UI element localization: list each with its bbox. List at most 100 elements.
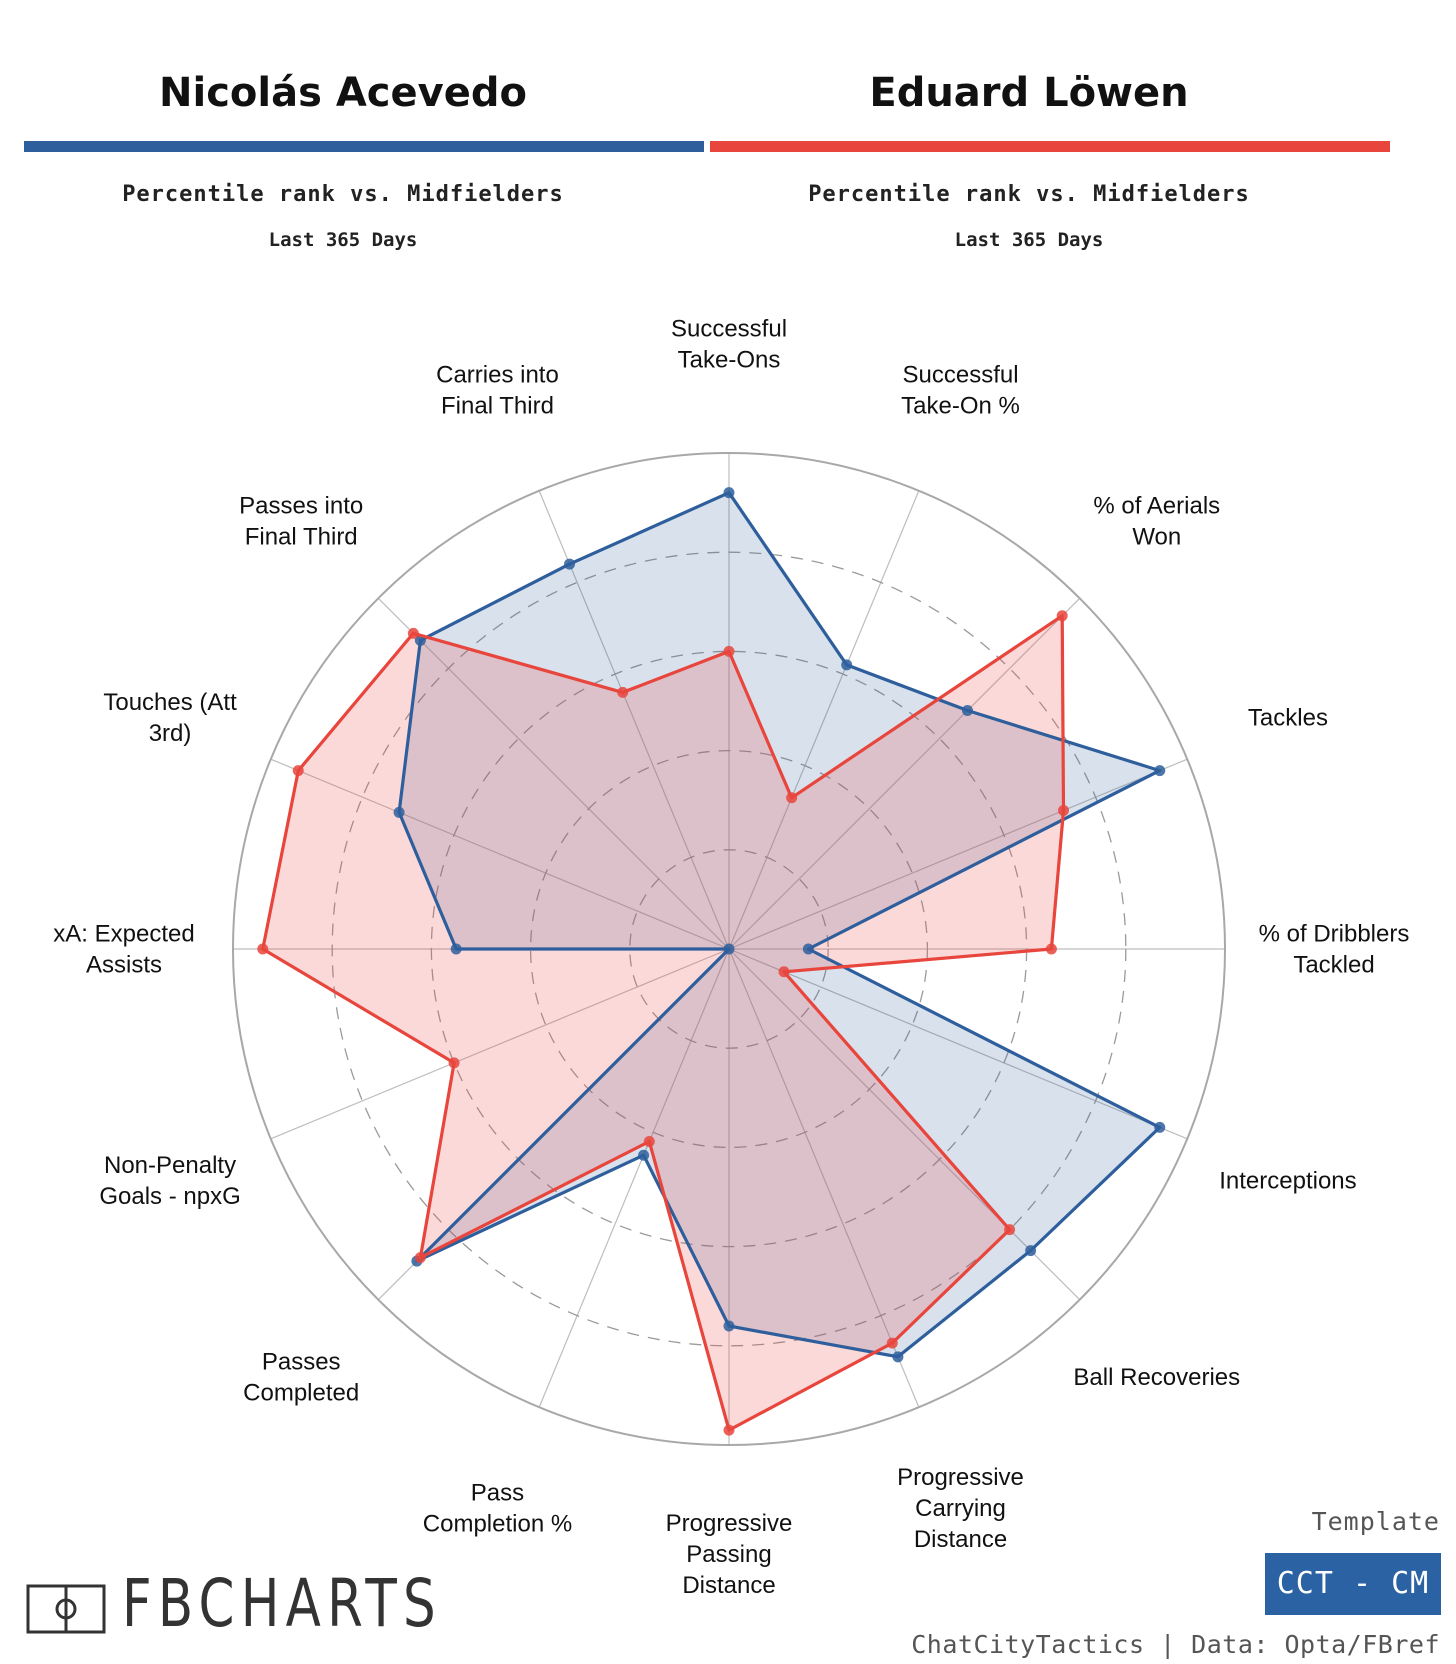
player-2-name: Eduard Löwen [869, 70, 1189, 116]
axis-label-line: Take-Ons [678, 347, 781, 374]
series-1-point [393, 806, 405, 818]
axis-label-line: Final Third [245, 524, 358, 551]
series-2-point [1056, 610, 1068, 622]
series-2-point [643, 1135, 655, 1147]
series-1-point [723, 1320, 735, 1332]
axis-label-line: Successful [671, 316, 787, 343]
series-2-point [1058, 804, 1070, 816]
axis-label-line: Final Third [441, 393, 554, 420]
radar-grid-ring [629, 849, 829, 1049]
radar-spoke [728, 948, 920, 1408]
axis-label-line: % of Dribblers [1259, 921, 1410, 948]
axis-label-line: Completed [243, 1379, 359, 1406]
series-1-point [961, 705, 973, 717]
axis-label-line: Passing [686, 1541, 771, 1568]
series-1-point [1154, 765, 1166, 777]
axis-label-line: Goals - npxG [99, 1183, 240, 1210]
axis-label: Touches (Att 3rd) [103, 689, 237, 747]
series-1-point [450, 943, 462, 955]
radar-grid [232, 452, 1226, 1446]
axis-label: Passes Completed [243, 1348, 359, 1406]
player-1-period: Last 365 Days [268, 229, 418, 251]
series-1-point [638, 1149, 650, 1161]
axis-label-line: Carrying [915, 1495, 1006, 1522]
axis-label-line: Successful [902, 362, 1018, 389]
player-1-subtitle: Percentile rank vs. Midfielders [122, 182, 564, 207]
axis-label: Progressive Passing Distance [666, 1510, 793, 1599]
axis-label: Pass Completion % [423, 1479, 572, 1537]
series-1-point [892, 1351, 904, 1363]
axis-label-line: 3rd) [149, 720, 192, 747]
axis-label: Successful Take-Ons [671, 316, 787, 374]
axis-label-line: Interceptions [1219, 1168, 1356, 1195]
axis-label-line: Carries into [436, 362, 559, 389]
axis-label-line: Distance [914, 1526, 1007, 1553]
axis-label-line: Passes into [239, 493, 363, 520]
axis-label-line: Completion % [423, 1510, 572, 1537]
series-2-point [448, 1057, 460, 1069]
axis-label: Progressive Carrying Distance [897, 1464, 1024, 1553]
axis-label: Passes into Final Third [239, 493, 363, 551]
radar-spoke [728, 948, 1081, 1301]
axis-label: Ball Recoveries [1073, 1364, 1240, 1391]
player-1-color-bar [24, 141, 704, 152]
series-2-point [1045, 943, 1057, 955]
series-2-point [414, 1252, 426, 1264]
radar-spoke [377, 597, 730, 950]
series-1-point [723, 487, 735, 499]
series-2-point [407, 627, 419, 639]
axis-label-line: Non-Penalty [104, 1152, 236, 1179]
axis-label-line: xA: Expected [53, 921, 194, 948]
radar-spoke [270, 758, 730, 950]
series-1-point [1154, 1121, 1166, 1133]
series-1-point [723, 943, 735, 955]
radar-series [257, 487, 1166, 1436]
radar-grid-ring [430, 650, 1028, 1248]
fbcharts-logo-text: FBCHARTS [122, 1565, 442, 1642]
player-1-name: Nicolás Acevedo [159, 70, 527, 116]
series-2-area [262, 615, 1064, 1431]
axis-label-line: Tackles [1248, 704, 1328, 731]
series-2-point [1004, 1224, 1016, 1236]
series-2-point [292, 765, 304, 777]
series-2-point [886, 1337, 898, 1349]
radar-grid-ring [529, 749, 929, 1149]
radar-spoke [728, 597, 1081, 950]
axis-label-line: Passes [262, 1348, 341, 1375]
radar-grid-ring [331, 551, 1127, 1347]
series-2-point [617, 686, 629, 698]
radar-spoke [728, 758, 1188, 950]
series-2-point [257, 943, 269, 955]
axis-label: Non-Penalty Goals - npxG [99, 1152, 240, 1210]
series-2-point [723, 1424, 735, 1436]
axis-label-line: Tackled [1293, 952, 1374, 979]
axis-label: Carries into Final Third [436, 362, 559, 420]
axis-label-line: Ball Recoveries [1073, 1364, 1240, 1391]
credits-text: ChatCityTactics | Data: Opta/FBref [911, 1630, 1440, 1659]
axis-label-line: Take-On % [901, 393, 1020, 420]
axis-label: Interceptions [1219, 1168, 1356, 1195]
radar-spoke [270, 948, 730, 1140]
axis-label-line: Won [1132, 524, 1181, 551]
axis-label-line: Distance [682, 1572, 775, 1599]
player-2-subtitle: Percentile rank vs. Midfielders [808, 182, 1250, 207]
axis-label-line: Assists [86, 952, 162, 979]
radar-spoke [538, 948, 730, 1408]
axis-label-line: Progressive [666, 1510, 793, 1537]
radar-spoke [728, 948, 1188, 1140]
axis-label-line: Pass [471, 1479, 524, 1506]
series-1-area [399, 492, 1160, 1357]
series-1-point [564, 558, 576, 570]
axis-label: Successful Take-On % [901, 362, 1020, 420]
radar-spoke [728, 490, 920, 950]
fbcharts-logo-icon [26, 1584, 106, 1639]
radar-outer-ring [232, 452, 1226, 1446]
series-2-point [778, 966, 790, 978]
axis-label: % of Dribblers Tackled [1259, 921, 1410, 979]
axis-label: Tackles [1248, 704, 1328, 731]
series-2-point [786, 792, 798, 804]
axis-label-line: % of Aerials [1093, 493, 1220, 520]
axis-label: % of Aerials Won [1093, 493, 1220, 551]
player-2-color-bar [710, 141, 1390, 152]
